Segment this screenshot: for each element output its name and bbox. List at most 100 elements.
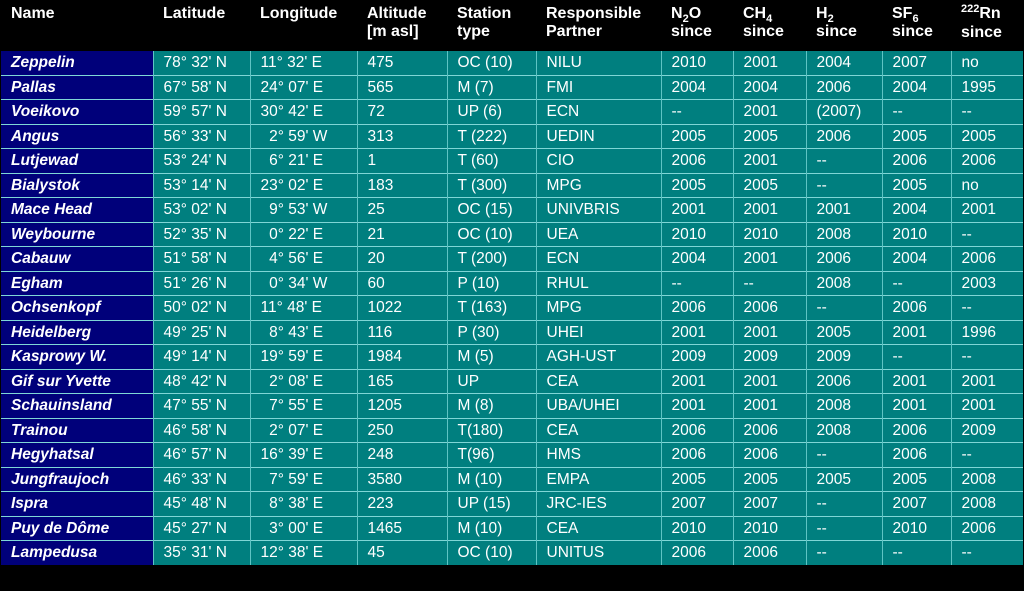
longitude-cell: 2° 08' E [249, 368, 357, 394]
n2o-since-cell: 2005 [660, 172, 733, 198]
partner-cell: CEA [535, 417, 661, 443]
station-name-cell: Jungfraujoch [1, 466, 153, 492]
station-type-cell: UP (15) [446, 491, 536, 516]
longitude-cell: 19° 59' E [249, 344, 357, 369]
table-row: Pallas 67° 58' N 24° 07' E 565 M (7) FMI 2004 2… [1, 74, 1023, 100]
station-name-cell: Pallas [1, 74, 153, 100]
ch4-since-cell: 2009 [732, 344, 806, 369]
ch4-since-cell: 2001 [732, 246, 806, 271]
h2-since-cell: -- [805, 442, 882, 467]
partner-cell: UNIVBRIS [535, 197, 661, 222]
ch4-since-cell: 2007 [732, 491, 806, 516]
station-type-cell: OC (10) [446, 49, 536, 75]
header-altitude: Altitude [m asl] [357, 1, 447, 51]
table-row: Angus 56° 33' N 2° 59' W 313 T (222) UEDIN 20… [1, 123, 1023, 149]
station-name-cell: Bialystok [1, 172, 153, 198]
n2o-since-cell: 2001 [660, 368, 733, 394]
h2-since-cell: 2006 [805, 246, 882, 271]
station-name-cell: Schauinsland [1, 393, 153, 418]
ch4-since-cell: 2006 [732, 295, 806, 320]
latitude-cell: 50° 02' N [152, 295, 250, 320]
sf6-since-cell: 2005 [881, 123, 951, 149]
latitude-cell: 51° 58' N [152, 246, 250, 271]
n2o-since-cell: -- [660, 270, 733, 296]
table-row: Hegyhatsal 46° 57' N 16° 39' E 248 T(96) HMS 2… [1, 442, 1023, 467]
station-name-cell: Lampedusa [1, 540, 153, 565]
partner-cell: RHUL [535, 270, 661, 296]
ch4-since-cell: 2001 [732, 49, 806, 75]
station-type-cell: M (7) [446, 74, 536, 100]
rn-since-cell: 2006 [950, 148, 1023, 173]
longitude-cell: 2° 07' E [249, 417, 357, 443]
station-type-cell: M (10) [446, 466, 536, 492]
ch4-since-cell: 2006 [732, 442, 806, 467]
table-row: Schauinsland 47° 55' N 7° 55' E 1205 M (8) U… [1, 393, 1023, 418]
altitude-cell: 1205 [356, 393, 447, 418]
longitude-cell: 24° 07' E [249, 74, 357, 100]
sf6-since-cell: 2007 [881, 49, 951, 75]
altitude-cell: 183 [356, 172, 447, 198]
header-responsible-partner: Responsible Partner [536, 1, 661, 51]
table-body: Zeppelin 78° 32' N 11° 32' E 475 OC (10) NILU… [1, 49, 1023, 565]
station-type-cell: M (10) [446, 515, 536, 541]
rn-since-cell: no [950, 49, 1023, 75]
header-latitude: Latitude [153, 1, 250, 51]
rn-since-cell: -- [950, 442, 1023, 467]
n2o-since-cell: 2006 [660, 417, 733, 443]
latitude-cell: 49° 25' N [152, 319, 250, 345]
ch4-since-cell: 2010 [732, 221, 806, 247]
header-station-type: Station type [447, 1, 536, 51]
station-type-cell: M (8) [446, 393, 536, 418]
table-row: Trainou 46° 58' N 2° 07' E 250 T(180) CEA 200… [1, 417, 1023, 443]
latitude-cell: 53° 14' N [152, 172, 250, 198]
altitude-cell: 116 [356, 319, 447, 345]
table-row: Lampedusa 35° 31' N 12° 38' E 45 OC (10) UNIT… [1, 540, 1023, 565]
altitude-cell: 250 [356, 417, 447, 443]
longitude-cell: 11° 48' E [249, 295, 357, 320]
sf6-since-cell: 2006 [881, 442, 951, 467]
station-type-cell: T (200) [446, 246, 536, 271]
longitude-cell: 4° 56' E [249, 246, 357, 271]
ch4-since-cell: 2001 [732, 99, 806, 124]
station-name-cell: Kasprowy W. [1, 344, 153, 369]
h2-since-cell: -- [805, 172, 882, 198]
longitude-cell: 7° 59' E [249, 466, 357, 492]
longitude-cell: 8° 38' E [249, 491, 357, 516]
n2o-since-cell: 2004 [660, 74, 733, 100]
ch4-since-cell: 2006 [732, 540, 806, 565]
rn-since-cell: 2001 [950, 368, 1023, 394]
sf6-since-cell: 2007 [881, 491, 951, 516]
header-name: Name [1, 1, 153, 51]
longitude-cell: 3° 00' E [249, 515, 357, 541]
n2o-since-cell: 2001 [660, 197, 733, 222]
rn-since-cell: 2006 [950, 246, 1023, 271]
rn-since-cell: -- [950, 540, 1023, 565]
header-h2-since: H2 since [806, 1, 882, 51]
longitude-cell: 9° 53' W [249, 197, 357, 222]
sf6-since-cell: 2010 [881, 515, 951, 541]
table-row: Weybourne 52° 35' N 0° 22' E 21 OC (10) UEA 2… [1, 221, 1023, 247]
header-row: Name Latitude Longitude Altitude [m asl] … [1, 1, 1023, 51]
altitude-cell: 21 [356, 221, 447, 247]
sf6-since-cell: 2005 [881, 172, 951, 198]
h2-since-cell: 2005 [805, 466, 882, 492]
sf6-since-cell: 2001 [881, 368, 951, 394]
table-header: Name Latitude Longitude Altitude [m asl] … [1, 1, 1023, 51]
latitude-cell: 47° 55' N [152, 393, 250, 418]
station-type-cell: T (60) [446, 148, 536, 173]
partner-cell: HMS [535, 442, 661, 467]
altitude-cell: 248 [356, 442, 447, 467]
n2o-since-cell: 2010 [660, 221, 733, 247]
latitude-cell: 48° 42' N [152, 368, 250, 394]
h2-since-cell: -- [805, 540, 882, 565]
partner-cell: UEDIN [535, 123, 661, 149]
station-name-cell: Weybourne [1, 221, 153, 247]
longitude-cell: 0° 34' W [249, 270, 357, 296]
altitude-cell: 72 [356, 99, 447, 124]
altitude-cell: 45 [356, 540, 447, 565]
rn-since-cell: 2003 [950, 270, 1023, 296]
h2-since-cell: 2006 [805, 123, 882, 149]
h2-since-cell: 2008 [805, 417, 882, 443]
latitude-cell: 56° 33' N [152, 123, 250, 149]
